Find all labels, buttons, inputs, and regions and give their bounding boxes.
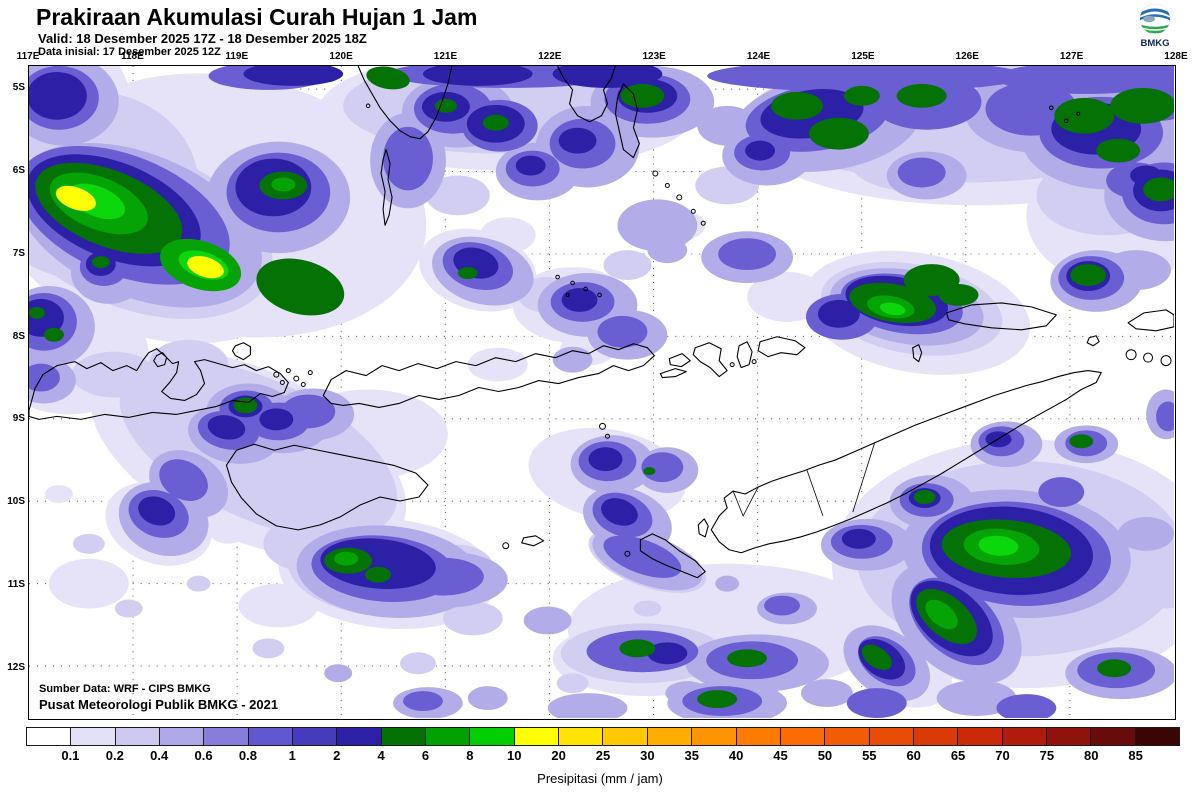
colorbar-cell-19 bbox=[868, 728, 913, 745]
colorbar-label-8: 8 bbox=[466, 748, 474, 763]
colorbar-label-50: 50 bbox=[817, 748, 833, 763]
precipitation-colorbar bbox=[26, 727, 1180, 746]
lat-tick-9S: 9S bbox=[12, 413, 25, 425]
precipitation-map-canvas bbox=[29, 66, 1174, 718]
colorbar-cell-24 bbox=[1090, 728, 1135, 745]
colorbar-label-25: 25 bbox=[595, 748, 611, 763]
colorbar-label-4: 4 bbox=[377, 748, 385, 763]
colorbar-cell-6 bbox=[292, 728, 337, 745]
page-title: Prakiraan Akumulasi Curah Hujan 1 Jam bbox=[36, 4, 478, 30]
colorbar-cell-16 bbox=[735, 728, 780, 745]
lat-tick-8S: 8S bbox=[12, 330, 25, 342]
lat-tick-7S: 7S bbox=[12, 247, 25, 259]
lon-tick-127E: 127E bbox=[1059, 51, 1084, 62]
colorbar-label-20: 20 bbox=[551, 748, 566, 763]
colorbar-label-30: 30 bbox=[640, 748, 655, 763]
colorbar-cell-10 bbox=[469, 728, 514, 745]
colorbar-cell-7 bbox=[336, 728, 381, 745]
lon-tick-117E: 117E bbox=[16, 51, 40, 62]
colorbar-cell-13 bbox=[602, 728, 647, 745]
colorbar-label-55: 55 bbox=[862, 748, 877, 763]
colorbar-label-0.4: 0.4 bbox=[150, 748, 169, 763]
colorbar-cell-23 bbox=[1045, 728, 1091, 745]
coastlines bbox=[29, 66, 1174, 579]
lat-tick-11S: 11S bbox=[7, 579, 25, 590]
colorbar-cell-17 bbox=[779, 728, 825, 745]
colorbar-label-75: 75 bbox=[1039, 748, 1055, 763]
lon-tick-128E: 128E bbox=[1164, 51, 1188, 62]
colorbar-label-0.2: 0.2 bbox=[105, 748, 124, 763]
lon-tick-126E: 126E bbox=[955, 51, 979, 62]
colorbar-cell-20 bbox=[912, 728, 958, 745]
colorbar-cell-5 bbox=[247, 728, 293, 745]
lat-tick-12S: 12S bbox=[7, 661, 25, 673]
lon-tick-122E: 122E bbox=[538, 51, 562, 62]
colorbar-cell-4 bbox=[203, 728, 248, 745]
initial-data-label: Data inisial: 17 Desember 2025 12Z bbox=[38, 46, 221, 58]
colorbar-label-40: 40 bbox=[728, 748, 744, 763]
colorbar-cell-0 bbox=[27, 728, 71, 745]
colorbar-label-65: 65 bbox=[950, 748, 966, 763]
small-islands bbox=[273, 103, 1172, 557]
colorbar-cell-22 bbox=[1001, 728, 1046, 745]
colorbar-cell-3 bbox=[159, 728, 204, 745]
colorbar-cell-12 bbox=[558, 728, 603, 745]
data-source-label: Sumber Data: WRF - CIPS BMKG bbox=[39, 683, 211, 695]
administrative-borders bbox=[732, 442, 876, 517]
lon-tick-121E: 121E bbox=[433, 51, 458, 62]
lon-tick-124E: 124E bbox=[746, 51, 771, 62]
colorbar-cell-8 bbox=[380, 728, 426, 745]
colorbar-cell-11 bbox=[513, 728, 559, 745]
colorbar-label-0.1: 0.1 bbox=[61, 748, 80, 763]
lon-tick-120E: 120E bbox=[329, 51, 353, 62]
lon-tick-123E: 123E bbox=[642, 51, 666, 62]
colorbar-cell-2 bbox=[114, 728, 160, 745]
colorbar-label-10: 10 bbox=[506, 748, 522, 763]
colorbar-label-2: 2 bbox=[333, 748, 341, 763]
bmkg-logo: BMKG bbox=[1133, 2, 1177, 54]
colorbar-cell-9 bbox=[425, 728, 470, 745]
colorbar-label-0.8: 0.8 bbox=[238, 748, 257, 763]
colorbar-label-1: 1 bbox=[288, 748, 296, 763]
colorbar-label-60: 60 bbox=[906, 748, 921, 763]
colorbar-cell-25 bbox=[1134, 728, 1179, 745]
lat-tick-5S: 5S bbox=[12, 82, 25, 94]
precipitation-shading bbox=[29, 66, 1174, 718]
colorbar-cell-21 bbox=[957, 728, 1002, 745]
bmkg-logo-text: BMKG bbox=[1140, 38, 1169, 49]
lon-tick-125E: 125E bbox=[851, 51, 875, 62]
forecast-map: Sumber Data: WRF - CIPS BMKG Pusat Meteo… bbox=[28, 65, 1176, 720]
colorbar-tick-labels: 0.1 0.2 0.4 0.6 0.8 1 2 4 6 8 10 20 25 30 35 40 45 50 55 60… bbox=[26, 748, 1180, 766]
colorbar-cell-15 bbox=[691, 728, 736, 745]
colorbar-label-70: 70 bbox=[995, 748, 1010, 763]
colorbar-label-45: 45 bbox=[773, 748, 788, 763]
colorbar-label-6: 6 bbox=[421, 748, 430, 763]
publisher-label: Pusat Meteorologi Publik BMKG - 2021 bbox=[39, 697, 279, 712]
valid-time-label: Valid: 18 Desember 2025 17Z - 18 Desembe… bbox=[38, 31, 367, 46]
colorbar-label-0.6: 0.6 bbox=[194, 748, 213, 763]
lat-tick-10S: 10S bbox=[7, 496, 25, 508]
colorbar-label-35: 35 bbox=[684, 748, 699, 763]
colorbar-cell-1 bbox=[70, 728, 115, 745]
lat-tick-6S: 6S bbox=[12, 165, 25, 176]
colorbar-cell-18 bbox=[824, 728, 869, 745]
colorbar-label-80: 80 bbox=[1083, 748, 1099, 763]
colorbar-caption: Presipitasi (mm / jam) bbox=[537, 771, 663, 786]
colorbar-label-85: 85 bbox=[1128, 748, 1143, 763]
bmkg-logo-icon: BMKG bbox=[1139, 3, 1171, 49]
lon-tick-118E: 118E bbox=[120, 51, 144, 62]
lon-tick-119E: 119E bbox=[225, 51, 249, 62]
colorbar-cell-14 bbox=[646, 728, 692, 745]
